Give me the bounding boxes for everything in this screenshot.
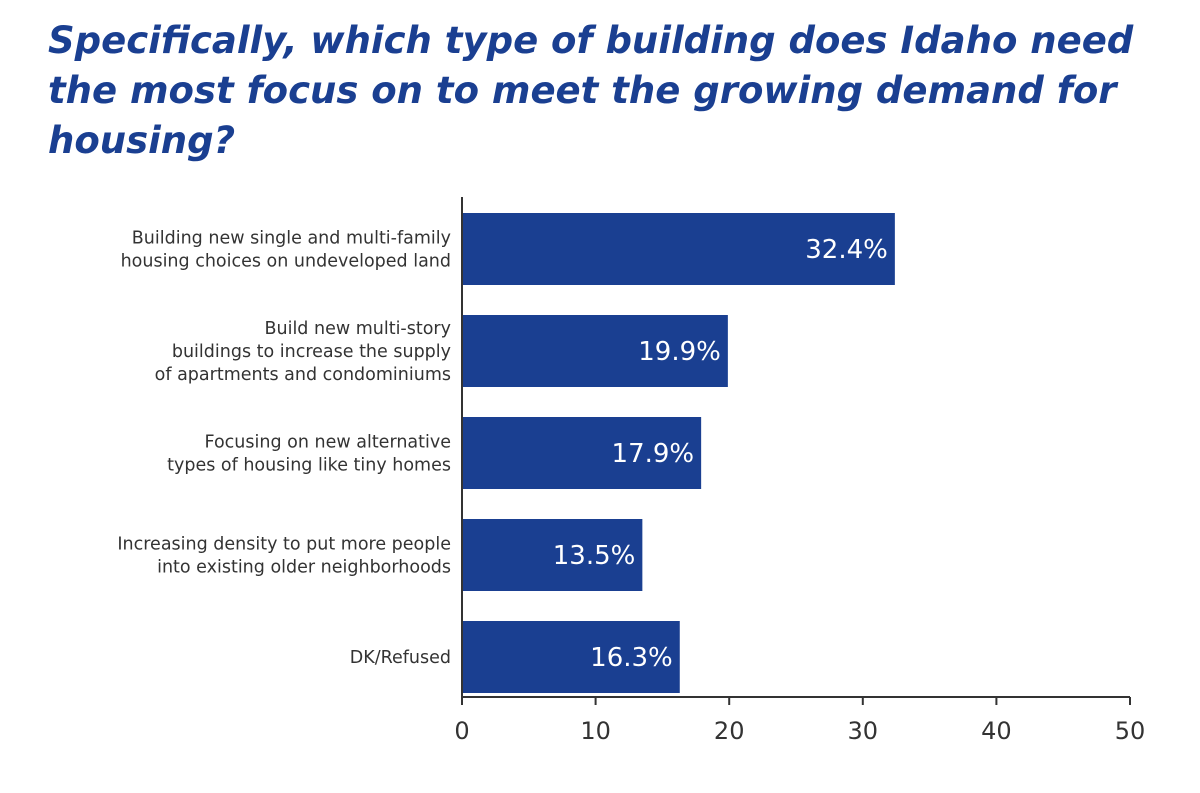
x-axis: 0 10 20 30 40 50 xyxy=(454,197,1145,745)
bar-value-label: 16.3% xyxy=(590,643,673,673)
x-tick-label: 0 xyxy=(454,717,469,745)
x-tick-label: 40 xyxy=(981,717,1012,745)
x-tick-label: 50 xyxy=(1115,717,1146,745)
bar xyxy=(462,213,895,285)
bar-value-label: 19.9% xyxy=(638,337,721,367)
x-tick-label: 30 xyxy=(848,717,879,745)
category-label: Increasing density to put more people int… xyxy=(117,535,451,578)
x-tick-label: 20 xyxy=(714,717,745,745)
bars-layer: 32.4% 19.9% 17.9% 13.5% 16.3% xyxy=(462,213,895,693)
category-labels-layer: Building new single and multi-family hous… xyxy=(117,229,451,669)
bar xyxy=(462,519,643,591)
category-label: Building new single and multi-family hous… xyxy=(121,229,451,272)
category-label: Build new multi-story buildings to increa… xyxy=(155,319,451,385)
bar xyxy=(462,315,728,387)
bar xyxy=(462,621,680,693)
category-label: DK/Refused xyxy=(350,648,451,668)
bar-value-label: 13.5% xyxy=(553,541,636,571)
category-label: Focusing on new alternative types of hous… xyxy=(167,433,451,476)
bar-value-label: 17.9% xyxy=(612,439,695,469)
bar-value-label: 32.4% xyxy=(805,235,888,265)
x-tick-label: 10 xyxy=(580,717,611,745)
bar xyxy=(462,417,702,489)
chart-title: Specifically, which type of building doe… xyxy=(48,19,1134,162)
